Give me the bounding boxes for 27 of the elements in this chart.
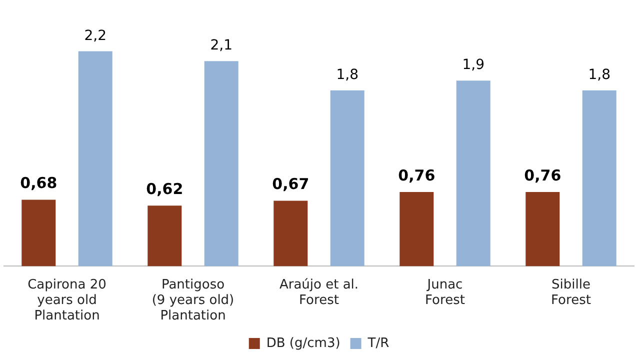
data-label: 0,67 [272, 175, 310, 194]
legend-label: T/R [366, 336, 390, 351]
data-label: 1,9 [462, 57, 484, 74]
x-tick-label: Capirona 20 years old Plantation [28, 277, 106, 324]
bar [204, 61, 238, 266]
data-label: 2,2 [84, 28, 106, 44]
bar [330, 90, 364, 266]
data-label: 0,68 [20, 174, 58, 192]
x-tick-label: Junac Forest [425, 277, 465, 308]
bar [78, 51, 112, 266]
bar [400, 192, 434, 266]
data-label: 1,8 [588, 67, 610, 84]
legend-label: DB (g/cm3) [266, 336, 340, 351]
bar [582, 90, 616, 266]
data-label: 0,76 [524, 166, 562, 184]
x-tick-label: Pantigoso (9 years old) Plantation [152, 277, 234, 324]
bar [22, 200, 56, 266]
data-label: 2,1 [210, 38, 232, 54]
x-tick-label: Sibille Forest [551, 277, 591, 308]
x-tick-label: Araújo et al. Forest [279, 277, 359, 308]
bar [456, 80, 490, 266]
data-label: 1,8 [336, 67, 358, 84]
bar [526, 192, 560, 266]
data-label: 0,76 [398, 166, 436, 184]
bar [274, 200, 308, 266]
bar [148, 206, 182, 266]
data-label: 0,62 [146, 180, 184, 198]
